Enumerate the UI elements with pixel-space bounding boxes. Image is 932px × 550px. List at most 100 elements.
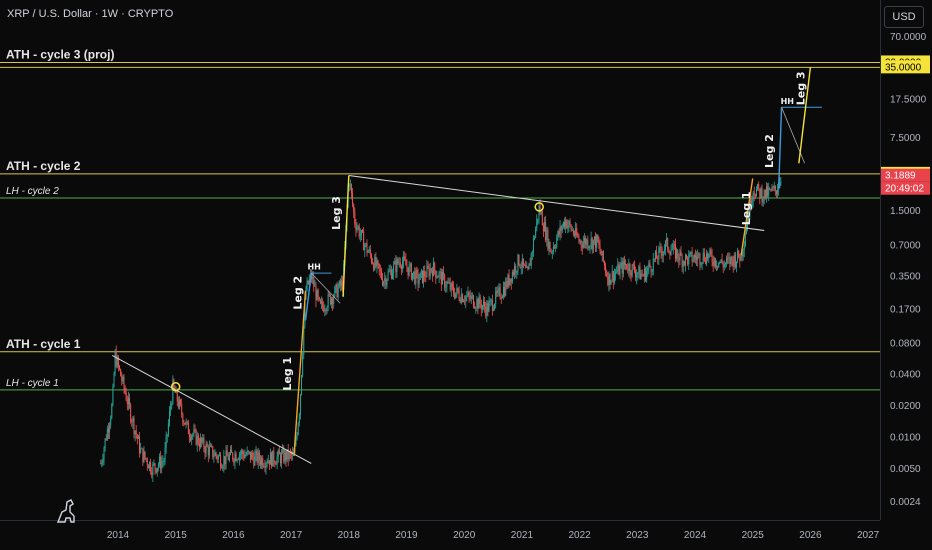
price-tick-label: 0.0400 [890,370,921,381]
candle-body [779,182,781,188]
candle-body [357,226,359,228]
price-tick-label: 0.0100 [890,432,921,443]
candle-body [579,240,581,242]
candle-body [304,298,306,326]
candle-body [234,453,236,463]
candle-body [397,259,399,264]
candle-body [697,255,699,260]
candle-body [511,272,513,283]
candle-body [652,258,654,272]
candle-body [426,265,428,278]
candle-body [717,265,719,267]
candle-body [702,252,704,263]
candle-body [738,250,740,258]
candle-body [192,434,194,436]
candle-body [440,271,442,285]
candle-body [372,261,374,264]
candle-body [253,456,255,466]
candle-body [558,231,560,235]
candle-body [775,190,777,195]
candle-body [512,272,514,275]
candle-body [367,251,369,253]
candle-body [769,188,771,190]
candle-body [177,401,179,408]
candle-body [393,264,395,274]
candle-body [639,266,641,280]
candle-body [757,183,759,189]
candle-body [291,452,293,455]
candle-body [363,232,365,251]
candle-body [737,250,739,262]
candle-body [718,262,720,267]
candle-body [489,300,491,302]
candle-body [210,445,212,447]
candle-body [612,271,614,283]
candle-body [414,271,416,284]
candle-body [474,307,476,309]
time-axis: 2014 2015 2016 2017 2018 2019 2020 2021 2022 2023… [107,530,880,541]
candle-body [759,188,761,198]
candle-body [486,303,488,316]
candle-body [666,238,668,241]
candle-body [127,397,129,405]
candle-body [125,392,127,401]
time-tick-label: 2019 [395,530,418,541]
candle-body [778,187,780,190]
candle-body [302,354,304,376]
candle-body [721,259,723,264]
leg-label: Leg 2 [291,276,304,310]
candle-body [780,182,782,183]
candle-body [360,230,362,235]
candle-body [356,227,358,230]
candle-body [448,282,450,284]
leg-2-line [777,107,783,189]
candle-body [335,284,337,288]
candle-body [256,450,258,463]
candle-body [618,264,620,275]
candle-body [438,272,440,278]
trendline-cycle-1 [111,354,312,464]
candle-body [147,465,149,469]
candle-body [325,309,327,311]
candle-body [168,410,170,424]
candle-body [540,211,542,213]
candle-body [328,294,330,295]
candle-body [102,459,104,463]
candle-body [217,455,219,460]
candle-body [392,273,394,279]
candle-body [530,253,532,266]
candle-body [268,460,270,465]
candle-body [582,241,584,248]
candle-body [509,278,511,285]
candle-body [654,251,656,260]
candle-body [321,301,323,304]
candle-body [313,276,315,287]
currency-button[interactable]: USD [884,6,924,28]
candle-body [251,452,253,460]
time-tick-label: 2023 [626,530,649,541]
candle-body [257,452,259,463]
candle-body [522,258,524,265]
candle-body [467,292,469,296]
price-badge-bg [881,60,930,74]
candle-body [526,267,528,268]
candle-body [554,246,556,248]
candle-body [106,428,108,440]
leg-2-line [304,273,312,321]
candle-body [678,257,680,261]
candle-body [379,269,381,272]
price-tick-label: 1.5000 [890,206,921,217]
candle-body [630,272,632,276]
candle-body [664,240,666,249]
candle-body [277,450,279,457]
candle-body [258,452,260,461]
leg-3-line [798,67,812,164]
candle-body [246,450,248,455]
candle-body [547,229,549,249]
candle-body [606,272,608,276]
candle-body [494,304,496,309]
candle-body [536,218,538,229]
candle-body [206,444,208,447]
candle-body [609,273,611,285]
